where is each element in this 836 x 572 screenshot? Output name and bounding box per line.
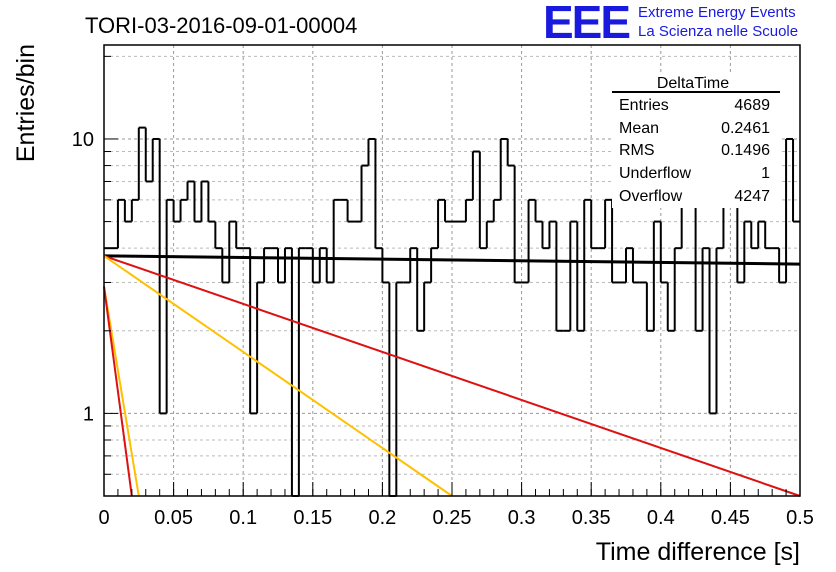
y-tick-label: 1: [83, 403, 94, 425]
stats-rms-value: 0.1496: [721, 142, 770, 159]
fit-curve: [103, 286, 140, 497]
x-tick-label: 0.45: [711, 507, 750, 529]
stats-underflow-label: Underflow: [619, 165, 691, 182]
x-axis: 0 0.05 0.1 0.15 0.2 0.25 0.3 0.35 0.4 0.45 0.5: [98, 482, 814, 529]
eee-logo-mark: EEE: [543, 0, 631, 48]
x-tick-label: 0.1: [229, 507, 257, 529]
x-axis-label: Time difference [s]: [596, 538, 800, 566]
y-tick-label: 10: [72, 129, 94, 151]
x-tick-label: 0.25: [433, 507, 472, 529]
stats-box-background: [612, 72, 780, 208]
fit-curves: [103, 254, 801, 497]
x-tick-label: 0.5: [786, 507, 814, 529]
x-tick-label: 0: [98, 507, 109, 529]
y-axis: 1 10: [72, 55, 118, 497]
stats-entries-value: 4689: [734, 97, 770, 114]
stats-rms-label: RMS: [619, 142, 655, 159]
x-tick-label: 0.3: [508, 507, 536, 529]
run-title: TORI-03-2016-09-01-00004: [85, 13, 357, 38]
y-axis-label: Entries/bin: [12, 44, 40, 162]
stats-entries-label: Entries: [619, 97, 669, 114]
fit-curve: [103, 255, 453, 497]
logo-line-2: La Scienza nelle Scuole: [638, 23, 799, 40]
x-tick-label: 0.15: [293, 507, 332, 529]
x-tick-label: 0.4: [647, 507, 675, 529]
x-tick-label: 0.35: [572, 507, 611, 529]
stats-box: DeltaTime Entries 4689 Mean 0.2461 RMS 0…: [612, 72, 780, 208]
fit-curve: [103, 286, 133, 497]
stats-mean-value: 0.2461: [721, 120, 770, 137]
eee-logo: EEE Extreme Energy Events La Scienza nel…: [543, 0, 833, 48]
stats-underflow-value: 1: [761, 165, 770, 182]
x-tick-label: 0.2: [368, 507, 396, 529]
fit-curve: [103, 254, 801, 497]
stats-box-title: DeltaTime: [657, 75, 729, 92]
stats-overflow-label: Overflow: [619, 188, 683, 205]
logo-line-1: Extreme Energy Events: [638, 4, 796, 21]
stats-mean-label: Mean: [619, 120, 659, 137]
fit-curve: [103, 254, 801, 266]
stats-overflow-value: 4247: [734, 188, 770, 205]
x-tick-label: 0.05: [154, 507, 193, 529]
histogram-layer: [104, 126, 800, 497]
